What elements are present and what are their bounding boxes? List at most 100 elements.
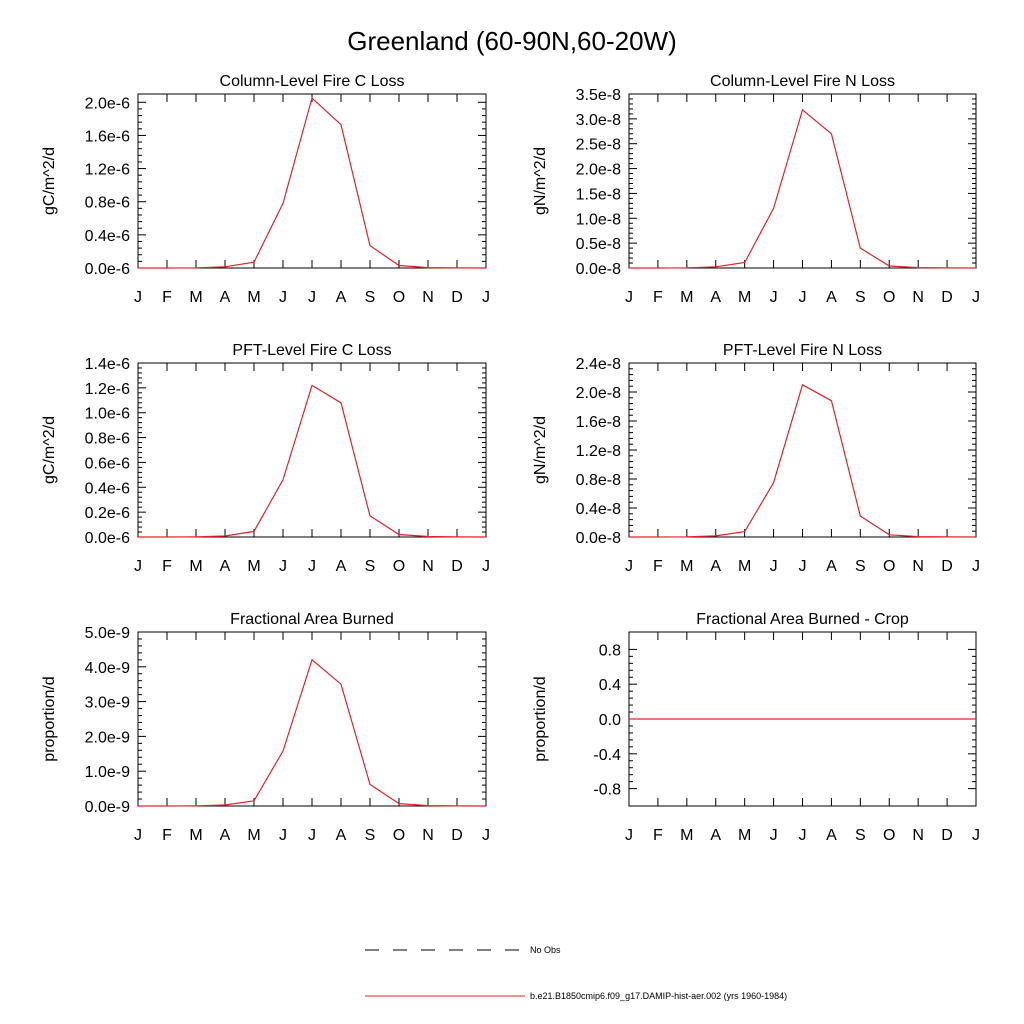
y-tick-label: 1.0e-9 — [85, 764, 130, 781]
y-tick-label: 0.0e-8 — [576, 261, 621, 278]
chart-title: Fractional Area Burned - Crop — [696, 611, 909, 628]
x-tick-label: A — [336, 827, 347, 844]
x-tick-label: D — [451, 827, 463, 844]
x-tick-label: J — [799, 289, 807, 306]
y-tick-label: 1.4e-6 — [85, 356, 130, 373]
x-tick-label: A — [710, 827, 721, 844]
plot-frame — [628, 362, 977, 538]
x-tick-label: D — [941, 289, 953, 306]
y-tick-label: 2.0e-8 — [576, 162, 621, 179]
x-tick-label: J — [308, 289, 316, 306]
x-tick-label: O — [393, 558, 405, 575]
y-tick-label: 1.0e-6 — [85, 406, 130, 423]
x-tick-label: S — [855, 289, 866, 306]
x-tick-label: J — [279, 289, 287, 306]
x-tick-label: M — [680, 827, 693, 844]
y-tick-label: 3.0e-9 — [85, 695, 130, 712]
x-tick-label: A — [826, 558, 837, 575]
page-title: Greenland (60-90N,60-20W) — [347, 26, 677, 56]
x-tick-label: M — [738, 827, 751, 844]
series-line-1 — [138, 96, 487, 269]
y-tick-label: 2.5e-8 — [576, 137, 621, 154]
legend: No Obs b.e21.B1850cmip6.f09_g17.DAMIP-hi… — [365, 945, 787, 1001]
x-tick-label: O — [883, 289, 895, 306]
x-tick-label: M — [247, 558, 260, 575]
plot-frame — [137, 631, 487, 807]
y-tick-label: 1.0e-8 — [576, 211, 621, 228]
x-tick-label: A — [220, 558, 231, 575]
y-tick-label: 1.5e-8 — [576, 186, 621, 203]
x-tick-label: J — [625, 558, 633, 575]
y-tick-label: 0.0e-6 — [85, 261, 130, 278]
x-tick-label: J — [482, 289, 490, 306]
x-tick-label: S — [365, 558, 376, 575]
y-tick-label: 0.8e-6 — [85, 195, 130, 212]
y-tick-label: 4.0e-9 — [85, 660, 130, 677]
chart-panel-6: Fractional Area Burned - Crop proportion/… — [532, 611, 980, 844]
y-tick-label: 1.2e-6 — [85, 381, 130, 398]
y-tick-label: 2.0e-6 — [85, 95, 130, 112]
x-tick-label: J — [134, 827, 142, 844]
x-tick-label: S — [365, 289, 376, 306]
chart-title: Column-Level Fire C Loss — [220, 73, 405, 90]
x-tick-label: S — [855, 558, 866, 575]
chart-title: Column-Level Fire N Loss — [710, 73, 895, 90]
y-tick-label: 5.0e-9 — [85, 625, 130, 642]
x-tick-label: J — [625, 289, 633, 306]
y-tick-label: -0.8 — [593, 782, 621, 799]
y-axis-label: gC/m^2/d — [41, 147, 58, 215]
x-tick-label: M — [247, 827, 260, 844]
x-tick-label: M — [247, 289, 260, 306]
y-tick-label: 0.5e-8 — [576, 236, 621, 253]
x-tick-label: J — [770, 289, 778, 306]
x-tick-label: N — [422, 827, 434, 844]
x-tick-label: F — [162, 289, 172, 306]
y-tick-label: 0.0e-9 — [85, 799, 130, 816]
y-tick-label: 0.4e-8 — [576, 501, 621, 518]
x-tick-label: J — [134, 289, 142, 306]
x-tick-label: N — [422, 558, 434, 575]
y-tick-label: 0.0 — [599, 712, 621, 729]
series-line-1 — [138, 658, 487, 807]
x-tick-label: M — [680, 289, 693, 306]
y-tick-label: 3.0e-8 — [576, 112, 621, 129]
y-tick-label: 3.5e-8 — [576, 87, 621, 104]
x-tick-label: M — [189, 558, 202, 575]
x-tick-label: J — [482, 558, 490, 575]
y-tick-label: 0.6e-6 — [85, 455, 130, 472]
x-tick-label: A — [220, 289, 231, 306]
y-tick-label: 2.0e-8 — [576, 385, 621, 402]
y-axis-label: gC/m^2/d — [41, 416, 58, 484]
x-tick-label: D — [941, 558, 953, 575]
x-tick-label: J — [972, 558, 980, 575]
y-tick-label: 0.2e-6 — [85, 505, 130, 522]
legend-label-no-obs: No Obs — [530, 945, 561, 955]
x-tick-label: M — [738, 558, 751, 575]
x-tick-label: F — [162, 558, 172, 575]
x-tick-label: J — [308, 558, 316, 575]
y-tick-label: 0.4e-6 — [85, 480, 130, 497]
y-tick-label: 0.0e-8 — [576, 530, 621, 547]
x-tick-label: M — [189, 289, 202, 306]
x-tick-label: D — [941, 827, 953, 844]
chart-title: PFT-Level Fire N Loss — [723, 342, 882, 359]
x-tick-label: A — [710, 289, 721, 306]
x-tick-label: J — [972, 289, 980, 306]
y-tick-label: 0.8 — [599, 642, 621, 659]
x-tick-label: J — [770, 827, 778, 844]
x-tick-label: J — [134, 558, 142, 575]
x-tick-label: A — [336, 289, 347, 306]
y-tick-label: 0.0e-6 — [85, 530, 130, 547]
x-tick-label: J — [625, 827, 633, 844]
x-tick-label: O — [393, 289, 405, 306]
plot-frame — [628, 93, 977, 269]
y-tick-label: 0.4e-6 — [85, 228, 130, 245]
x-tick-label: D — [451, 558, 463, 575]
x-tick-label: M — [738, 289, 751, 306]
